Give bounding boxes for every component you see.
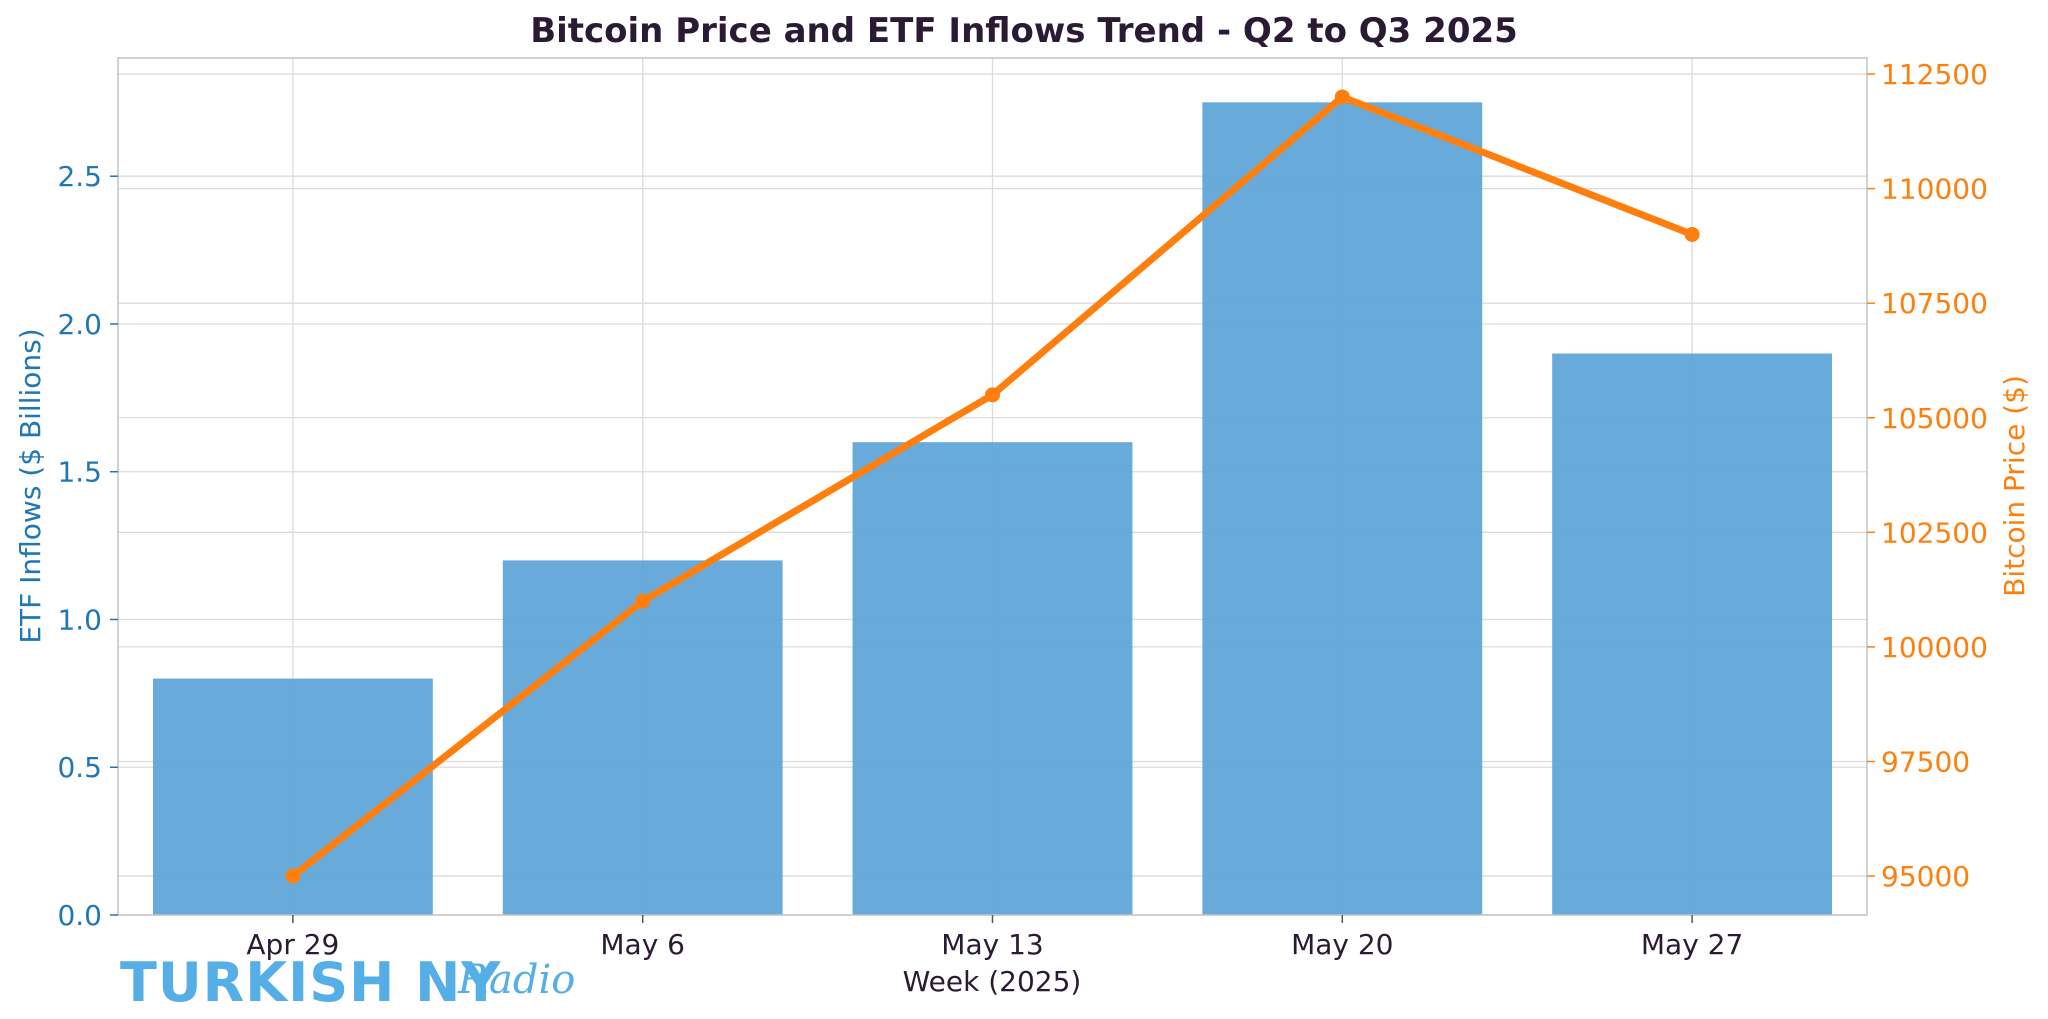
left-tick-label: 2.5 — [57, 160, 102, 193]
left-tick-label: 1.5 — [57, 456, 102, 489]
x-tick-label: May 20 — [1291, 928, 1393, 961]
right-axis-ticks: 95000 97500 100000 102500 105000 107500 110000… — [1867, 58, 1988, 893]
x-tick-label: Apr 29 — [246, 928, 339, 961]
watermark-logo: TURKISH NY Radio — [120, 951, 575, 1014]
right-tick-label: 100000 — [1881, 631, 1988, 664]
x-tick-label: May 27 — [1641, 928, 1743, 961]
right-tick-label: 97500 — [1881, 745, 1970, 778]
left-axis-ticks: 0.0 0.5 1.0 1.5 2.0 2.5 — [57, 160, 118, 932]
right-tick-label: 112500 — [1881, 58, 1988, 91]
x-axis-ticks: Apr 29 May 6 May 13 May 20 May 27 — [246, 915, 1743, 961]
line-layer — [285, 89, 1700, 884]
right-tick-label: 95000 — [1881, 860, 1970, 893]
left-tick-label: 0.5 — [57, 751, 102, 784]
bar-etf-inflows — [1202, 102, 1483, 916]
point-bitcoin-price — [985, 387, 1000, 403]
bar-etf-inflows — [852, 442, 1133, 915]
right-tick-label: 105000 — [1881, 402, 1988, 435]
right-tick-label: 110000 — [1881, 173, 1988, 206]
point-bitcoin-price — [635, 593, 651, 609]
left-axis-label: ETF Inflows ($ Billions) — [14, 328, 47, 643]
bars-layer — [152, 102, 1833, 916]
bar-etf-inflows — [1552, 353, 1833, 916]
bar-etf-inflows — [502, 560, 783, 915]
point-bitcoin-price — [285, 868, 301, 884]
watermark-main-text: TURKISH NY — [120, 951, 501, 1014]
right-tick-label: 107500 — [1881, 287, 1988, 320]
chart-title: Bitcoin Price and ETF Inflows Trend - Q2… — [530, 11, 1518, 51]
left-tick-label: 0.0 — [57, 899, 102, 932]
point-bitcoin-price — [1684, 226, 1700, 242]
point-bitcoin-price — [1334, 89, 1350, 105]
x-tick-label: May 13 — [941, 928, 1043, 961]
watermark-script-text: Radio — [457, 957, 575, 1003]
right-axis-label: Bitcoin Price ($) — [1998, 375, 2031, 597]
left-tick-label: 1.0 — [57, 603, 102, 636]
right-tick-label: 102500 — [1881, 516, 1988, 549]
left-tick-label: 2.0 — [57, 308, 102, 341]
x-axis-label: Week (2025) — [903, 965, 1082, 998]
x-tick-label: May 6 — [600, 928, 685, 961]
